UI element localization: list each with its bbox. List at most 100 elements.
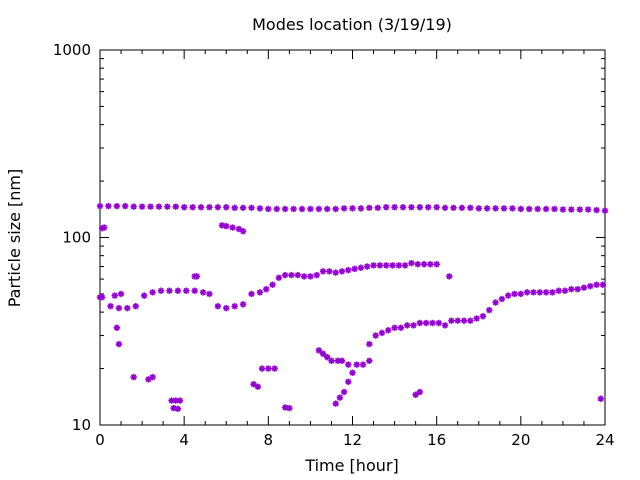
data-point xyxy=(593,206,600,214)
data-point xyxy=(206,290,213,298)
data-point xyxy=(479,313,487,320)
data-point xyxy=(98,294,106,301)
data-point xyxy=(429,319,436,327)
data-point xyxy=(389,262,396,269)
data-point xyxy=(313,271,320,279)
data-point xyxy=(189,204,196,211)
data-point xyxy=(122,202,129,210)
data-point xyxy=(467,317,474,324)
data-point xyxy=(271,365,278,372)
data-point xyxy=(332,400,339,407)
data-point xyxy=(265,205,272,213)
y-tick-label: 100 xyxy=(62,229,91,247)
data-point xyxy=(298,205,306,213)
data-point xyxy=(397,324,405,331)
data-point xyxy=(517,205,525,213)
data-point xyxy=(294,271,301,279)
data-point xyxy=(568,286,575,293)
data-point xyxy=(248,290,255,298)
data-point xyxy=(395,262,402,269)
data-point xyxy=(229,224,236,231)
data-point xyxy=(307,205,314,213)
x-axis-label: Time [hour] xyxy=(304,456,398,475)
data-point xyxy=(467,204,474,212)
data-point xyxy=(157,287,165,294)
data-point xyxy=(448,317,455,324)
data-point xyxy=(117,290,125,298)
data-point xyxy=(416,204,424,211)
data-point xyxy=(597,395,604,402)
data-point xyxy=(549,289,556,296)
data-point xyxy=(353,361,360,368)
x-tick-label: 12 xyxy=(343,431,362,449)
data-point xyxy=(307,273,314,280)
y-tick-label: 1000 xyxy=(53,41,91,59)
x-tick-label: 0 xyxy=(95,431,105,449)
data-point xyxy=(336,394,344,401)
data-point xyxy=(140,292,148,299)
data-point xyxy=(132,303,139,310)
data-point xyxy=(492,205,499,212)
data-point xyxy=(324,205,331,213)
data-point xyxy=(149,373,156,381)
data-point xyxy=(523,289,531,296)
data-point xyxy=(441,204,449,212)
data-point xyxy=(340,205,348,212)
data-point xyxy=(351,265,358,273)
data-point xyxy=(206,204,213,211)
data-point xyxy=(113,202,121,210)
data-point xyxy=(290,205,297,213)
data-point xyxy=(366,357,373,364)
data-point xyxy=(536,289,543,296)
data-point xyxy=(250,381,257,388)
data-point xyxy=(155,203,163,210)
data-point xyxy=(450,204,457,212)
data-point xyxy=(357,205,365,212)
data-point xyxy=(101,224,108,231)
data-point xyxy=(599,281,607,288)
data-point xyxy=(359,361,367,368)
data-point xyxy=(193,273,200,280)
data-point xyxy=(269,281,276,288)
data-point xyxy=(115,304,123,312)
data-point xyxy=(542,289,550,296)
data-point xyxy=(166,287,173,294)
data-point xyxy=(199,289,207,296)
data-point xyxy=(412,391,419,398)
data-point xyxy=(300,273,308,280)
data-point xyxy=(319,268,327,275)
data-point xyxy=(410,322,417,329)
data-point xyxy=(372,332,379,339)
data-point xyxy=(433,261,440,268)
data-point xyxy=(138,203,146,210)
data-point xyxy=(147,203,154,210)
data-point xyxy=(422,319,430,327)
data-point xyxy=(328,357,335,364)
data-point xyxy=(446,273,453,280)
data-point xyxy=(593,281,600,288)
data-point xyxy=(500,205,508,212)
data-point xyxy=(385,327,392,334)
data-point xyxy=(378,329,386,337)
data-point xyxy=(174,287,182,294)
data-point xyxy=(530,289,537,296)
data-point xyxy=(345,378,352,385)
data-point xyxy=(574,286,581,293)
data-point xyxy=(281,271,289,279)
x-tick-label: 16 xyxy=(427,431,446,449)
x-tick-label: 24 xyxy=(595,431,614,449)
data-point xyxy=(559,206,567,213)
data-point xyxy=(115,340,123,348)
data-point xyxy=(239,228,247,235)
data-point xyxy=(364,263,371,270)
data-point xyxy=(414,261,421,268)
data-point xyxy=(338,268,346,275)
data-point xyxy=(391,204,398,211)
data-point xyxy=(107,303,114,310)
data-point xyxy=(542,205,550,213)
data-point xyxy=(288,271,295,279)
data-point xyxy=(509,205,516,212)
data-point xyxy=(223,222,230,230)
x-tick-label: 20 xyxy=(511,431,530,449)
data-point xyxy=(587,282,594,290)
